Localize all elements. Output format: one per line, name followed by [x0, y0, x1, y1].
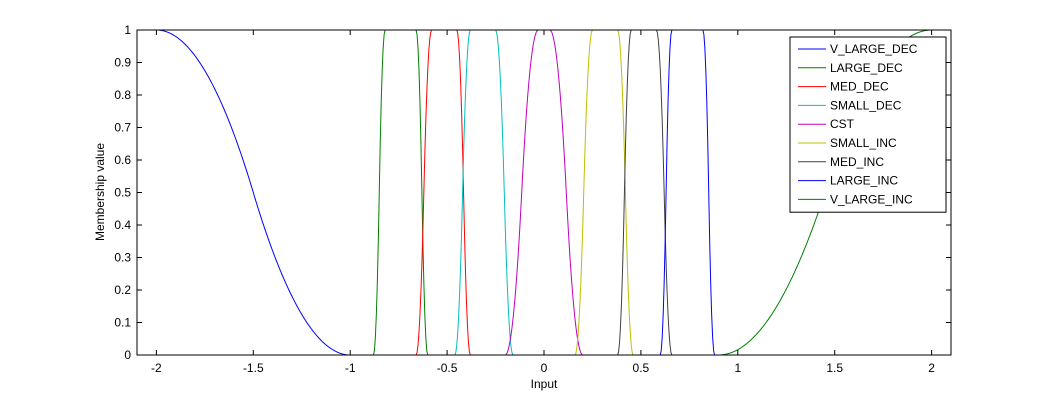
y-tick-label: 0.4 — [114, 218, 131, 232]
x-tick-label: 2 — [928, 361, 935, 375]
y-tick-label: 0.1 — [114, 316, 131, 330]
legend-label: MED_INC — [830, 155, 884, 169]
y-tick-label: 0.8 — [114, 88, 131, 102]
y-tick-label: 0.3 — [114, 251, 131, 265]
x-tick-label: 1.5 — [826, 361, 843, 375]
y-tick-label: 0.6 — [114, 153, 131, 167]
legend-label: SMALL_DEC — [830, 98, 902, 112]
y-tick-label: 0.9 — [114, 56, 131, 70]
x-tick-label: 0 — [541, 361, 548, 375]
y-tick-label: 0.5 — [114, 186, 131, 200]
x-tick-label: -1.5 — [243, 361, 264, 375]
x-axis-label: Input — [531, 377, 558, 391]
y-tick-label: 0.2 — [114, 283, 131, 297]
x-tick-label: -0.5 — [437, 361, 458, 375]
legend-label: V_LARGE_INC — [830, 192, 913, 206]
y-tick-label: 1 — [124, 23, 131, 37]
y-ticks-group: 0 0.1 0.2 0.3 0.4 0.5 0.6 0.7 0.8 0.9 1 — [114, 23, 951, 362]
legend-label: LARGE_DEC — [830, 61, 903, 75]
y-tick-label: 0.7 — [114, 121, 131, 135]
legend-label: MED_DEC — [830, 80, 889, 94]
x-tick-label: 0.5 — [633, 361, 650, 375]
x-tick-label: -2 — [151, 361, 162, 375]
y-tick-label: 0 — [124, 348, 131, 362]
legend-label: LARGE_INC — [830, 174, 898, 188]
x-ticks-group: -2 -1.5 -1 -0.5 0 0.5 1 1.5 2 — [151, 30, 935, 375]
legend-label: V_LARGE_DEC — [830, 42, 918, 56]
y-axis-label: Membership value — [93, 143, 107, 241]
legend-label: CST — [830, 117, 855, 131]
legend-label: SMALL_INC — [830, 136, 897, 150]
x-tick-label: 1 — [734, 361, 741, 375]
legend: V_LARGE_DEC LARGE_DEC MED_DEC SMALL_DEC CST S… — [789, 36, 947, 213]
x-tick-label: -1 — [345, 361, 356, 375]
